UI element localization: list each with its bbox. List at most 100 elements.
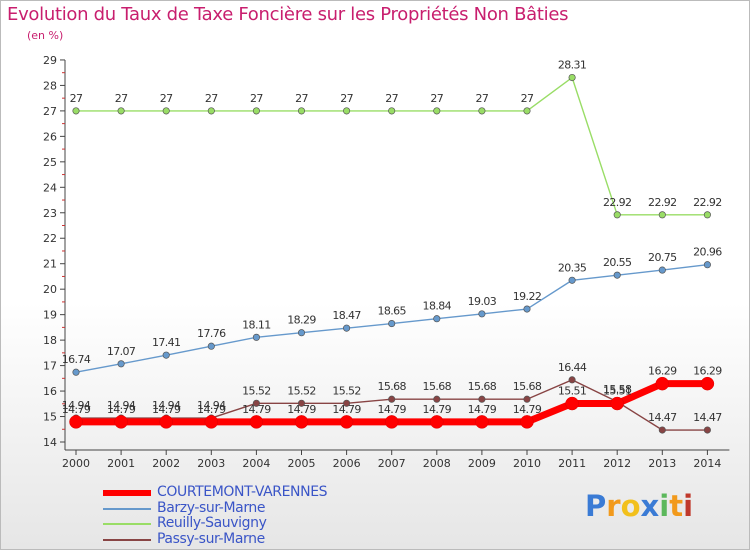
data-label-0: 14.79: [513, 403, 542, 416]
legend-label-barzy: Barzy-sur-Marne: [157, 499, 266, 516]
data-label-1: 19.03: [468, 295, 497, 308]
data-label-0: 16.29: [693, 365, 722, 378]
y-tick-label: 21: [43, 258, 57, 271]
data-label-1: 19.22: [513, 290, 542, 303]
data-point-1: [297, 329, 306, 337]
data-label-2: 27: [475, 92, 488, 105]
data-label-1: 20.35: [558, 261, 587, 274]
data-label-0: 14.79: [468, 403, 497, 416]
data-label-3: 14.94: [107, 399, 136, 412]
data-label-1: 16.74: [62, 353, 91, 366]
data-point-2: [162, 107, 170, 115]
logo-letter: r: [606, 489, 621, 523]
data-label-3: 14.94: [197, 399, 226, 412]
data-point-0: [339, 415, 354, 429]
x-tick-label: 2002: [152, 457, 180, 470]
data-point-0: [294, 415, 309, 429]
data-point-0: [475, 415, 489, 429]
data-point-0: [384, 415, 399, 429]
data-point-0: [655, 376, 670, 391]
data-label-1: 17.76: [197, 327, 226, 340]
data-label-0: 15.51: [558, 385, 587, 398]
y-tick-label: 25: [43, 156, 57, 169]
data-label-0: 14.79: [242, 403, 271, 416]
x-tick-label: 2004: [242, 457, 270, 470]
x-tick-label: 2012: [603, 457, 631, 470]
data-label-1: 20.96: [693, 246, 722, 259]
data-label-3: 14.94: [62, 399, 91, 412]
x-tick-label: 2007: [378, 457, 406, 470]
data-label-1: 18.11: [242, 318, 271, 331]
data-label-2: 27: [70, 92, 83, 105]
data-label-2: 22.92: [693, 196, 722, 209]
data-point-2: [72, 107, 80, 115]
data-point-2: [297, 107, 306, 115]
data-label-3: 14.94: [152, 399, 181, 412]
data-point-1: [703, 261, 711, 269]
data-label-3: 15.68: [423, 380, 452, 393]
chart-title: Evolution du Taux de Taxe Foncière sur l…: [7, 4, 569, 25]
data-label-1: 18.29: [287, 314, 316, 327]
data-point-2: [613, 211, 621, 219]
y-tick-label: 15: [43, 411, 57, 424]
legend-label-courtemont: COURTEMONT-VARENNES: [157, 484, 328, 500]
data-point-2: [703, 211, 711, 219]
data-label-2: 27: [521, 92, 534, 105]
x-tick-label: 2013: [648, 457, 676, 470]
data-label-2: 27: [295, 92, 308, 105]
data-label-3: 15.52: [287, 384, 316, 397]
data-label-2: 27: [205, 92, 218, 105]
y-tick-label: 24: [43, 181, 57, 194]
data-label-3: 15.68: [377, 380, 406, 393]
data-point-3: [343, 399, 351, 407]
data-label-2: 27: [160, 92, 173, 105]
data-point-1: [162, 351, 170, 359]
data-label-0: 14.79: [107, 403, 136, 416]
data-point-1: [433, 315, 441, 323]
data-point-1: [117, 360, 125, 368]
data-label-2: 22.92: [603, 196, 632, 209]
data-label-3: 14.47: [648, 411, 677, 424]
data-point-3: [568, 376, 576, 384]
y-tick-label: 14: [43, 436, 57, 449]
legend-swatch-reuilly: [103, 523, 151, 525]
data-point-1: [613, 271, 621, 279]
data-label-0: 15.51: [603, 385, 632, 398]
data-label-3: 16.44: [558, 361, 587, 374]
data-point-0: [114, 415, 128, 429]
data-point-3: [703, 426, 711, 434]
y-tick-label: 28: [43, 79, 57, 92]
data-label-3: 14.47: [693, 411, 722, 424]
data-point-0: [204, 415, 219, 429]
data-label-2: 28.31: [558, 59, 587, 72]
x-tick-label: 2008: [423, 457, 451, 470]
data-label-1: 17.41: [152, 336, 181, 349]
data-point-0: [430, 415, 444, 429]
data-label-3: 15.52: [242, 384, 271, 397]
data-point-1: [568, 276, 576, 284]
data-label-0: 14.79: [287, 403, 316, 416]
y-tick-label: 29: [43, 54, 57, 67]
y-tick-label: 27: [43, 105, 57, 118]
data-point-2: [658, 211, 666, 219]
y-tick-label: 19: [43, 309, 57, 322]
y-tick-label: 18: [43, 334, 57, 347]
data-label-2: 27: [430, 92, 443, 105]
data-label-1: 17.07: [107, 345, 136, 358]
y-tick-label: 17: [43, 360, 57, 373]
data-label-0: 14.79: [423, 403, 452, 416]
data-label-0: 16.29: [648, 365, 677, 378]
data-label-3: 15.68: [513, 380, 542, 393]
logo-letter: o: [620, 489, 641, 523]
data-point-1: [343, 324, 351, 332]
data-label-1: 18.47: [332, 309, 361, 322]
x-tick-label: 2006: [333, 457, 361, 470]
logo-letter: t: [669, 489, 684, 523]
data-point-3: [252, 399, 260, 407]
data-label-0: 14.79: [197, 403, 226, 416]
data-label-2: 27: [115, 92, 128, 105]
data-point-1: [658, 266, 666, 274]
x-tick-label: 2014: [693, 457, 721, 470]
